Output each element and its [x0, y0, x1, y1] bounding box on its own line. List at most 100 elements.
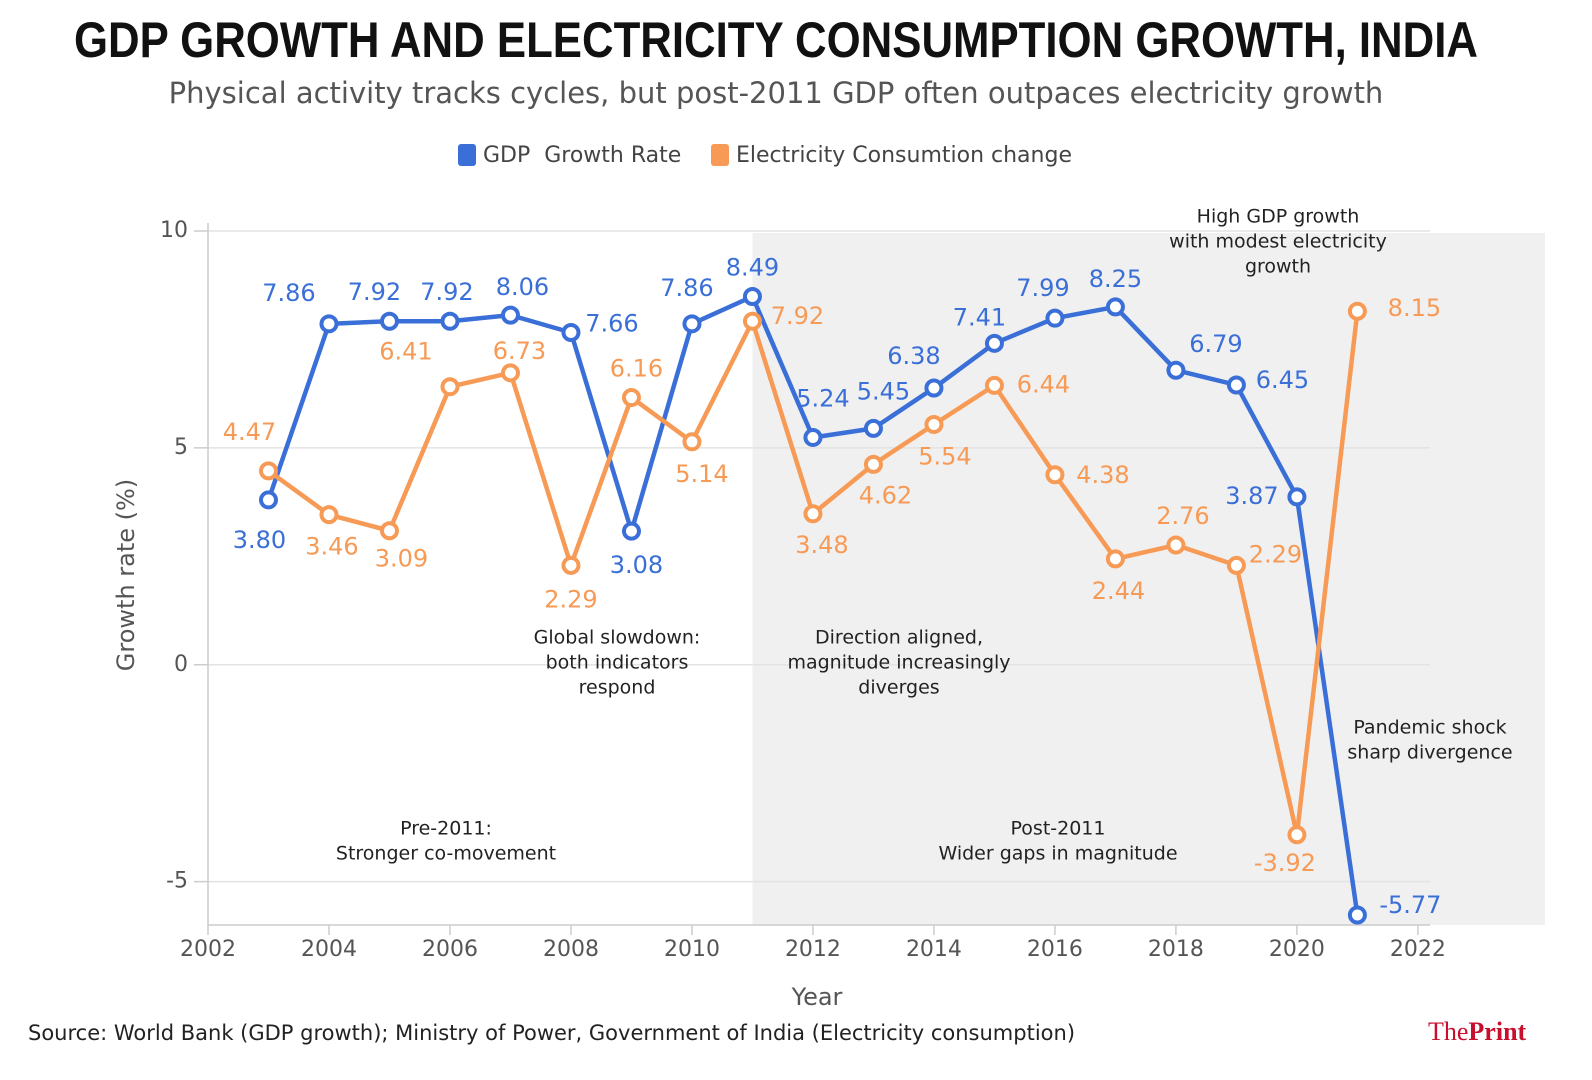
point [682, 314, 702, 334]
value-label: -3.92 [1254, 849, 1316, 877]
x-tick-label: 2014 [906, 937, 962, 962]
value-label: 3.80 [233, 526, 286, 554]
point [1226, 555, 1246, 575]
annotation: Post-2011 [1011, 818, 1106, 840]
value-label: 8.25 [1089, 265, 1142, 293]
y-tick-label: 10 [160, 218, 188, 243]
annotation: Global slowdown: [534, 627, 701, 649]
y-tick-label: 0 [174, 652, 188, 677]
annotation: respond [579, 677, 656, 699]
value-label: 5.54 [918, 442, 971, 470]
value-label: 4.38 [1076, 461, 1129, 489]
x-tick-label: 2006 [422, 937, 478, 962]
annotation: magnitude increasingly [787, 652, 1010, 674]
x-tick-label: 2004 [301, 937, 357, 962]
x-tick-label: 2022 [1390, 937, 1446, 962]
annotation: both indicators [546, 652, 689, 674]
value-label: 7.99 [1016, 274, 1069, 302]
chart-title: GDP GROWTH AND ELECTRICITY CONSUMPTION G… [74, 12, 1478, 68]
point [984, 375, 1004, 395]
value-label: 7.86 [660, 274, 713, 302]
logo-the: The [1428, 1017, 1468, 1046]
legend-swatch [458, 144, 476, 166]
value-label: 7.86 [262, 279, 315, 307]
point [379, 521, 399, 541]
value-label: 4.62 [859, 481, 912, 509]
point [319, 505, 339, 525]
value-label: 3.46 [305, 533, 358, 561]
chart-subtitle: Physical activity tracks cycles, but pos… [169, 76, 1384, 110]
point [621, 521, 641, 541]
legend-label: Electricity Consumtion change [736, 143, 1072, 168]
y-tick-label: 5 [174, 435, 188, 460]
value-label: 8.49 [726, 253, 779, 281]
point [1287, 825, 1307, 845]
x-tick-label: 2012 [785, 937, 841, 962]
point [440, 377, 460, 397]
point [1045, 308, 1065, 328]
value-label: 6.79 [1189, 330, 1242, 358]
annotation: growth [1245, 256, 1311, 278]
point [1105, 549, 1125, 569]
value-label: 5.45 [857, 377, 910, 405]
value-label: 3.08 [610, 551, 663, 579]
value-label: 7.92 [348, 278, 401, 306]
shaded-region [752, 233, 1545, 925]
annotation: Direction aligned, [815, 627, 983, 649]
point [1045, 465, 1065, 485]
value-label: 2.76 [1156, 502, 1209, 530]
value-label: 7.41 [953, 303, 1006, 331]
x-tick-label: 2002 [180, 937, 236, 962]
x-tick-label: 2020 [1269, 937, 1325, 962]
point [1287, 487, 1307, 507]
point [742, 286, 762, 306]
point [258, 490, 278, 510]
legend-label: GDP Growth Rate [483, 143, 681, 168]
value-label: 3.87 [1225, 482, 1278, 510]
annotation: Pandemic shock [1353, 717, 1506, 739]
value-label: 3.48 [795, 531, 848, 559]
point [742, 311, 762, 331]
value-label: 6.73 [493, 337, 546, 365]
point [984, 333, 1004, 353]
point [924, 378, 944, 398]
value-label: 6.38 [887, 342, 940, 370]
annotation: sharp divergence [1347, 742, 1512, 764]
logo-print: Print [1468, 1017, 1526, 1046]
value-label: 6.44 [1017, 370, 1070, 398]
value-label: 2.29 [544, 585, 597, 613]
point [258, 461, 278, 481]
x-tick-label: 2010 [664, 937, 720, 962]
value-label: 6.45 [1256, 366, 1309, 394]
x-tick-label: 2016 [1027, 937, 1083, 962]
x-axis-label: Year [791, 983, 843, 1011]
point [863, 418, 883, 438]
point [561, 322, 581, 342]
point [924, 414, 944, 434]
point [379, 311, 399, 331]
value-label: 5.24 [796, 384, 849, 412]
point [803, 427, 823, 447]
legend-swatch [711, 144, 729, 166]
value-label: 3.09 [375, 545, 428, 573]
value-label: 2.29 [1249, 540, 1302, 568]
value-label: -5.77 [1379, 891, 1441, 919]
point [500, 363, 520, 383]
x-tick-label: 2018 [1148, 937, 1204, 962]
annotation: with modest electricity [1169, 231, 1387, 253]
y-tick-label: -5 [166, 869, 188, 894]
x-tick-label: 2008 [543, 937, 599, 962]
point [1166, 535, 1186, 555]
annotation: High GDP growth [1197, 206, 1360, 228]
annotation: Pre-2011: [400, 818, 492, 840]
point [621, 388, 641, 408]
value-label: 8.06 [496, 273, 549, 301]
point [682, 432, 702, 452]
point [561, 555, 581, 575]
point [440, 311, 460, 331]
value-label: 6.16 [610, 355, 663, 383]
value-label: 7.92 [771, 302, 824, 330]
value-label: 6.41 [379, 338, 432, 366]
value-label: 8.15 [1388, 294, 1441, 322]
point [1347, 301, 1367, 321]
